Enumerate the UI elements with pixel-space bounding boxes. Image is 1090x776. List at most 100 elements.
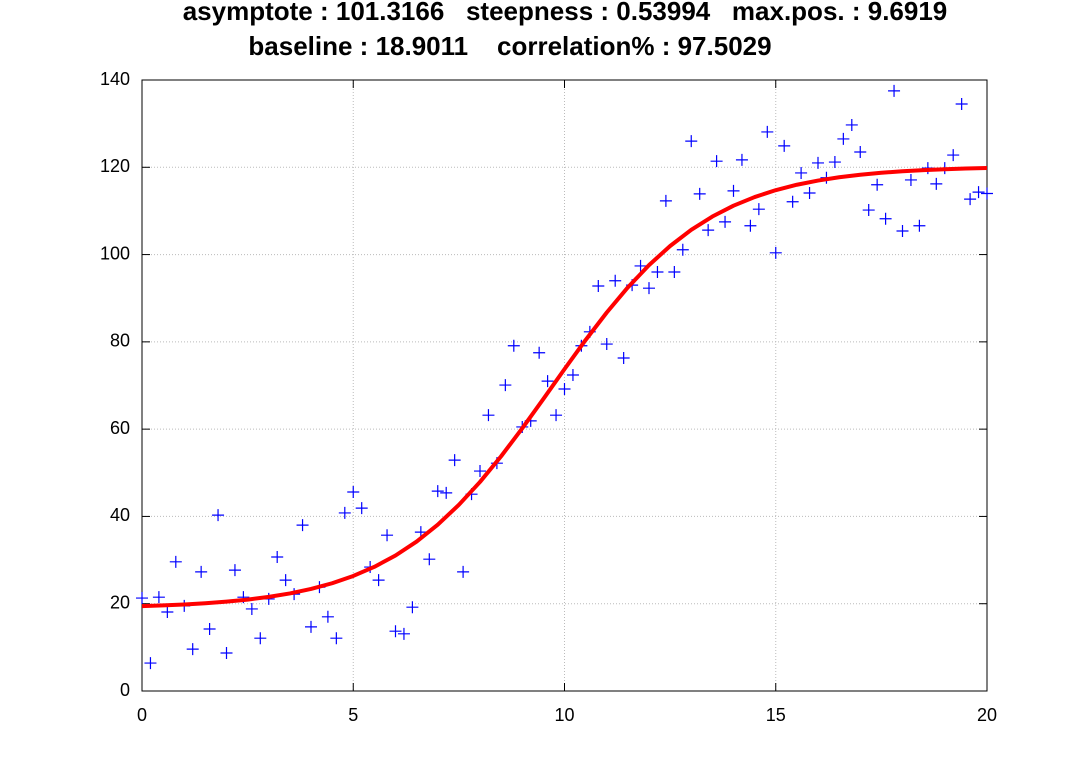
marker bbox=[854, 146, 867, 159]
marker bbox=[448, 454, 461, 467]
marker bbox=[676, 243, 689, 256]
marker bbox=[617, 352, 630, 365]
y-tick-label: 20 bbox=[110, 592, 130, 612]
marker bbox=[735, 153, 748, 166]
marker bbox=[719, 215, 732, 228]
marker bbox=[212, 509, 225, 522]
marker bbox=[837, 132, 850, 145]
marker bbox=[600, 338, 613, 351]
marker bbox=[144, 657, 157, 670]
marker bbox=[152, 591, 165, 604]
marker bbox=[786, 195, 799, 208]
marker bbox=[702, 224, 715, 237]
marker bbox=[245, 602, 258, 615]
marker bbox=[643, 282, 655, 295]
marker bbox=[550, 409, 563, 422]
y-tick-label: 80 bbox=[110, 331, 130, 351]
marker bbox=[913, 219, 926, 232]
marker bbox=[888, 84, 901, 97]
marker bbox=[634, 259, 647, 272]
marker bbox=[254, 632, 267, 645]
marker bbox=[507, 339, 520, 352]
marker bbox=[803, 187, 816, 200]
marker bbox=[659, 194, 672, 207]
marker bbox=[228, 564, 241, 577]
marker bbox=[305, 620, 317, 633]
marker bbox=[136, 592, 148, 605]
marker bbox=[169, 555, 182, 568]
chart-title: asymptote : 101.3166 steepness : 0.53994… bbox=[183, 0, 948, 26]
marker bbox=[964, 193, 977, 206]
marker bbox=[609, 274, 622, 287]
plot-frame bbox=[141, 79, 988, 692]
marker bbox=[355, 502, 368, 515]
marker bbox=[795, 166, 808, 179]
marker bbox=[423, 553, 436, 566]
marker bbox=[947, 149, 960, 162]
x-tick-label: 10 bbox=[554, 705, 574, 725]
marker bbox=[566, 369, 579, 382]
marker bbox=[271, 551, 284, 564]
marker bbox=[955, 98, 968, 111]
marker bbox=[347, 485, 360, 498]
marker bbox=[685, 135, 698, 148]
y-tick-label: 60 bbox=[110, 418, 130, 438]
marker bbox=[338, 506, 351, 519]
marker bbox=[710, 155, 723, 168]
marker bbox=[279, 574, 292, 587]
marker bbox=[431, 485, 444, 498]
y-tick-label: 100 bbox=[100, 243, 130, 263]
y-tick-label: 40 bbox=[110, 505, 130, 525]
marker bbox=[321, 610, 334, 623]
marker bbox=[845, 118, 858, 131]
marker bbox=[389, 625, 402, 638]
marker bbox=[499, 379, 512, 392]
marker bbox=[879, 212, 892, 225]
marker bbox=[161, 606, 174, 619]
marker bbox=[397, 627, 410, 640]
marker bbox=[474, 465, 486, 478]
marker bbox=[761, 125, 774, 138]
marker bbox=[752, 203, 765, 216]
marker bbox=[972, 186, 985, 199]
y-tick-label: 140 bbox=[100, 69, 130, 89]
chart-title: baseline : 18.9011 correlation% : 97.502… bbox=[248, 31, 771, 61]
marker bbox=[981, 187, 993, 200]
marker bbox=[541, 375, 554, 388]
marker bbox=[862, 204, 875, 217]
x-tick-label: 5 bbox=[348, 705, 358, 725]
marker bbox=[195, 565, 208, 578]
marker bbox=[457, 565, 470, 578]
marker bbox=[693, 187, 706, 200]
marker bbox=[440, 486, 453, 499]
marker bbox=[203, 623, 216, 636]
marker bbox=[727, 184, 740, 197]
x-tick-label: 20 bbox=[977, 705, 997, 725]
marker bbox=[778, 139, 791, 152]
marker bbox=[828, 156, 841, 169]
marker bbox=[482, 409, 495, 422]
marker bbox=[220, 647, 233, 660]
marker bbox=[930, 177, 943, 190]
marker bbox=[406, 601, 419, 614]
marker bbox=[186, 643, 199, 656]
fit-line bbox=[141, 166, 988, 609]
marker bbox=[668, 266, 681, 279]
marker bbox=[769, 246, 782, 259]
x-tick-label: 15 bbox=[766, 705, 786, 725]
marker bbox=[904, 173, 917, 186]
marker bbox=[896, 225, 909, 238]
marker bbox=[651, 266, 664, 279]
y-tick-label: 0 bbox=[120, 680, 130, 700]
marker bbox=[296, 519, 309, 532]
marker bbox=[372, 574, 385, 587]
y-tick-label: 120 bbox=[100, 156, 130, 176]
marker bbox=[558, 382, 571, 395]
marker bbox=[744, 219, 757, 232]
marker bbox=[381, 529, 394, 542]
marker bbox=[533, 346, 546, 359]
marker bbox=[871, 178, 884, 191]
x-tick-label: 0 bbox=[137, 705, 147, 725]
